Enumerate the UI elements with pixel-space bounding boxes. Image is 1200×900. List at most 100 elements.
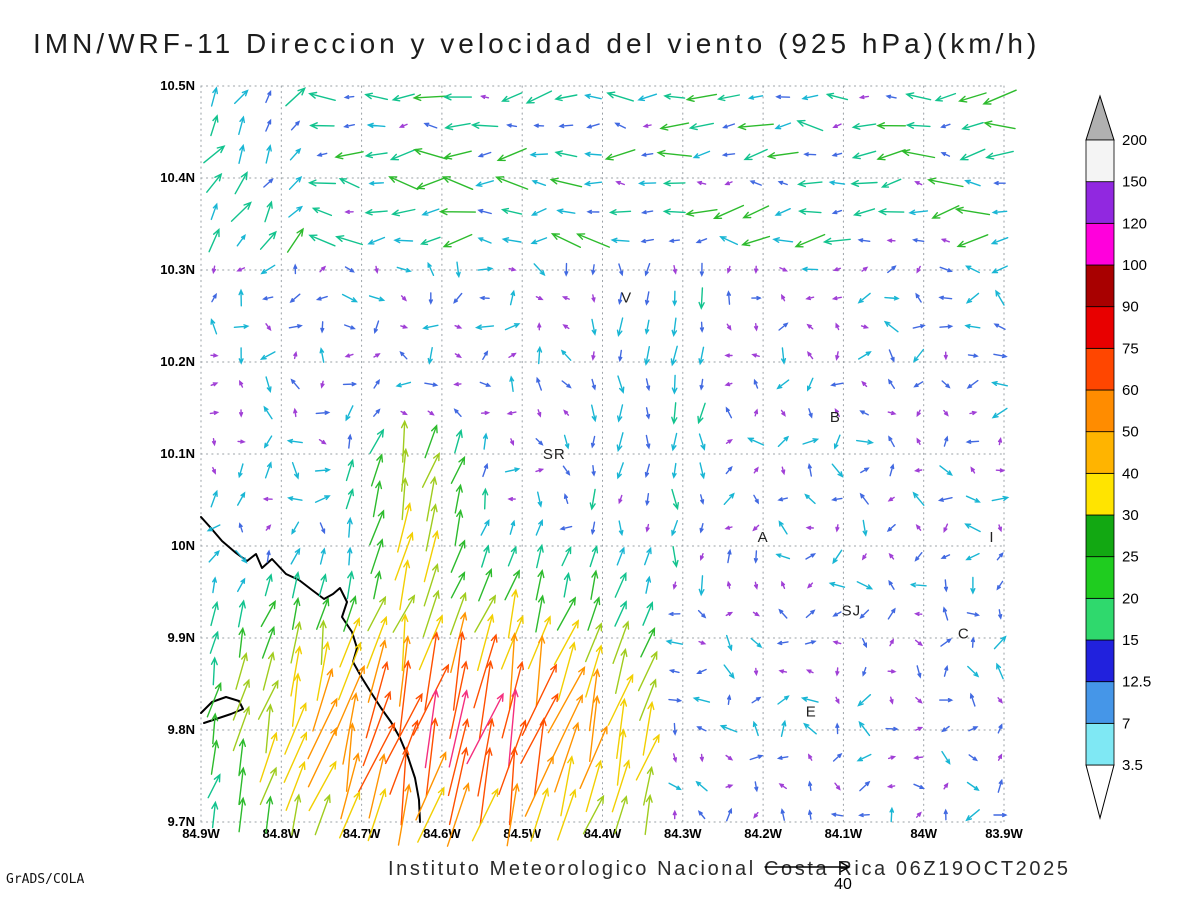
wind-vector xyxy=(772,237,794,243)
wind-vector xyxy=(832,640,842,645)
wind-vector xyxy=(586,123,600,129)
wind-vector xyxy=(261,625,275,659)
wind-vector xyxy=(554,150,578,158)
wind-vector xyxy=(644,793,653,836)
wind-vector xyxy=(967,353,979,358)
wind-vector xyxy=(291,793,302,836)
wind-vector xyxy=(392,594,416,633)
wind-vector xyxy=(397,502,412,553)
wind-vector xyxy=(607,673,634,726)
wind-vector xyxy=(391,208,416,217)
station-label-a: A xyxy=(758,529,769,546)
wind-vector xyxy=(474,594,497,633)
wind-vector xyxy=(212,576,217,594)
wind-vector xyxy=(237,599,246,628)
wind-vector xyxy=(776,379,790,390)
wind-vector xyxy=(835,322,840,331)
wind-vector xyxy=(942,606,949,621)
wind-vector xyxy=(939,465,953,476)
wind-vector xyxy=(779,267,789,272)
wind-vector xyxy=(618,292,623,306)
wind-vector xyxy=(639,678,657,721)
wind-vector xyxy=(553,619,580,666)
wind-vector xyxy=(993,353,1008,359)
wind-vector xyxy=(471,787,499,842)
wind-vector xyxy=(822,237,851,245)
wind-vector xyxy=(832,752,843,762)
wind-vector xyxy=(338,641,362,701)
wind-vector xyxy=(347,546,353,566)
wind-vector xyxy=(688,122,714,131)
wind-vector xyxy=(508,746,518,826)
wind-vector xyxy=(466,692,504,765)
wind-vector xyxy=(998,609,1003,620)
wind-vector xyxy=(207,773,221,799)
wind-vector xyxy=(640,627,656,658)
wind-vector xyxy=(238,737,246,777)
wind-vector xyxy=(965,292,980,304)
wind-vector xyxy=(861,553,867,561)
wind-vector xyxy=(388,176,419,191)
wind-vector xyxy=(618,263,624,277)
wind-vector xyxy=(834,408,840,417)
wind-vector xyxy=(211,292,217,303)
wind-vector xyxy=(943,409,949,417)
wind-vector xyxy=(563,409,570,416)
wind-vector xyxy=(367,595,387,632)
wind-vector xyxy=(777,497,788,502)
wind-vector xyxy=(712,204,745,219)
wind-vector xyxy=(726,323,732,331)
wind-vector xyxy=(366,615,388,669)
wind-vector xyxy=(238,796,246,833)
wind-vector xyxy=(749,180,762,186)
wind-vector xyxy=(778,783,787,790)
wind-vector xyxy=(886,238,896,243)
wind-vector xyxy=(210,600,219,627)
wind-vector xyxy=(343,124,355,129)
colorbar-label: 120 xyxy=(1122,215,1147,232)
wind-vector xyxy=(859,609,870,619)
wind-vector xyxy=(985,150,1014,160)
wind-vector xyxy=(495,176,529,190)
wind-vector xyxy=(234,171,248,195)
wind-vector xyxy=(400,746,410,826)
wind-vector xyxy=(775,94,791,100)
wind-vector xyxy=(640,210,654,215)
wind-vector xyxy=(997,524,1002,533)
wind-vector xyxy=(427,347,433,365)
wind-vector xyxy=(727,694,732,705)
wind-vector xyxy=(507,497,516,502)
wind-vector xyxy=(752,611,761,617)
wind-vector xyxy=(859,492,869,505)
wind-vector xyxy=(346,570,355,600)
wind-vector xyxy=(997,778,1003,793)
wind-vector xyxy=(966,379,979,389)
wind-vector xyxy=(591,264,596,276)
wind-vector xyxy=(524,754,554,817)
wind-vector xyxy=(941,725,950,733)
wind-vector xyxy=(536,543,544,569)
wind-vector xyxy=(861,266,869,272)
wind-vector xyxy=(549,177,583,188)
colorbar-segment xyxy=(1085,431,1115,474)
wind-vector xyxy=(263,405,273,420)
colorbar-segment xyxy=(1085,139,1115,183)
colorbar-label: 75 xyxy=(1122,340,1139,357)
reference-vector-label: 40 xyxy=(834,876,852,893)
wind-vector xyxy=(752,720,759,737)
wind-vector xyxy=(806,323,814,330)
wind-vector xyxy=(835,667,840,677)
wind-vector xyxy=(884,295,900,301)
wind-vector xyxy=(699,523,704,534)
wind-vector xyxy=(397,783,412,846)
wind-vector xyxy=(533,263,546,277)
wind-vector xyxy=(659,122,690,131)
wind-vector xyxy=(997,753,1003,761)
wind-vector xyxy=(290,620,302,664)
wind-vector xyxy=(415,751,447,821)
station-label-v: V xyxy=(621,290,632,307)
wind-vector xyxy=(367,638,387,703)
lat-tick-label: 10.5N xyxy=(160,78,195,93)
wind-vector xyxy=(587,596,601,631)
wind-vector xyxy=(477,237,492,244)
